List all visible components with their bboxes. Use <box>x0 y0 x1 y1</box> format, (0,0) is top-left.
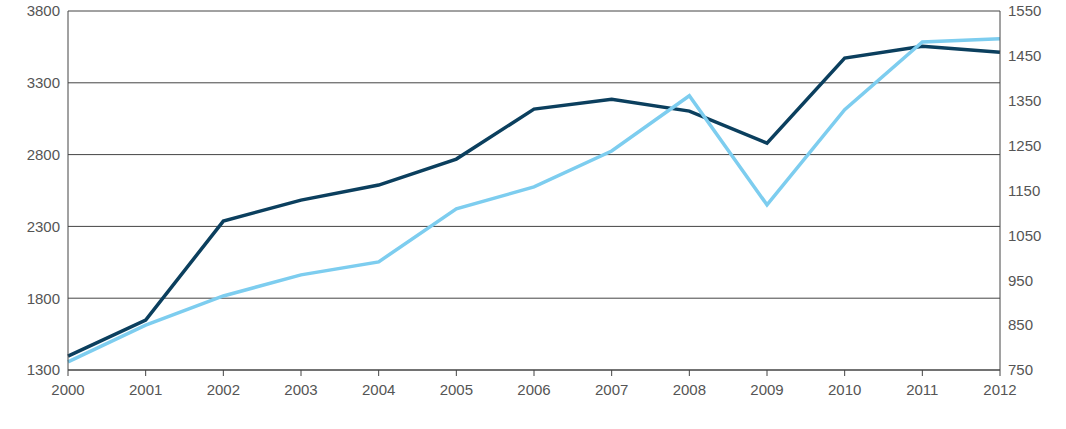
svg-text:1450: 1450 <box>1008 47 1041 64</box>
svg-text:3300: 3300 <box>27 74 60 91</box>
svg-text:2000: 2000 <box>51 381 84 398</box>
svg-text:1350: 1350 <box>1008 92 1041 109</box>
svg-text:2300: 2300 <box>27 218 60 235</box>
svg-text:1150: 1150 <box>1008 182 1040 199</box>
svg-text:2005: 2005 <box>440 381 473 398</box>
svg-text:2006: 2006 <box>517 381 550 398</box>
svg-text:1250: 1250 <box>1008 137 1041 154</box>
svg-text:2011: 2011 <box>906 381 938 398</box>
svg-text:1300: 1300 <box>27 361 60 378</box>
svg-text:2007: 2007 <box>595 381 628 398</box>
svg-text:2002: 2002 <box>207 381 240 398</box>
svg-text:2800: 2800 <box>27 146 60 163</box>
svg-text:1050: 1050 <box>1008 227 1041 244</box>
svg-text:2008: 2008 <box>673 381 706 398</box>
svg-text:2012: 2012 <box>983 381 1016 398</box>
svg-text:2003: 2003 <box>284 381 317 398</box>
svg-text:2010: 2010 <box>828 381 861 398</box>
svg-text:1800: 1800 <box>27 290 60 307</box>
svg-text:950: 950 <box>1008 272 1033 289</box>
svg-text:3800: 3800 <box>27 2 60 19</box>
svg-text:750: 750 <box>1008 361 1033 378</box>
svg-text:2009: 2009 <box>750 381 783 398</box>
svg-text:2001: 2001 <box>129 381 162 398</box>
svg-text:1550: 1550 <box>1008 2 1041 19</box>
svg-text:2004: 2004 <box>362 381 395 398</box>
svg-text:850: 850 <box>1008 316 1033 333</box>
